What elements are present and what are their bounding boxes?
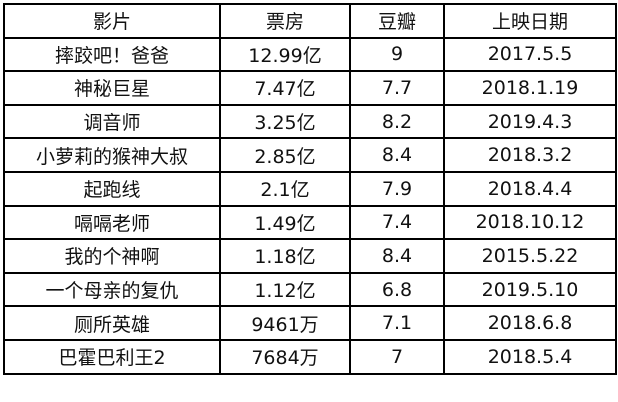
film-cell: 一个母亲的复仇 [3,271,221,308]
release-date-cell: 2018.5.4 [443,338,617,375]
header-release-date: 上映日期 [443,3,617,39]
table-row: 调音师 3.25亿 8.2 2019.4.3 [3,103,617,140]
film-cell: 嗝嗝老师 [3,204,221,241]
header-box-office: 票房 [219,3,351,39]
table-row: 巴霍巴利王2 7684万 7 2018.5.4 [3,338,617,375]
table-row: 神秘巨星 7.47亿 7.7 2018.1.19 [3,70,617,106]
film-cell: 厕所英雄 [3,305,221,341]
douban-cell: 9 [349,36,445,73]
film-cell: 摔跤吧！爸爸 [3,36,221,73]
box-office-cell: 1.18亿 [219,238,351,274]
film-cell: 我的个神啊 [3,238,221,274]
douban-cell: 7.7 [349,70,445,106]
release-date-cell: 2018.1.19 [443,70,617,106]
box-office-cell: 1.49亿 [219,204,351,241]
release-date-cell: 2018.10.12 [443,204,617,241]
film-cell: 小萝莉的猴神大叔 [3,137,221,173]
douban-cell: 6.8 [349,271,445,308]
douban-cell: 7 [349,338,445,375]
release-date-cell: 2019.4.3 [443,103,617,140]
header-film: 影片 [3,3,221,39]
douban-cell: 8.2 [349,103,445,140]
release-date-cell: 2018.4.4 [443,170,617,207]
box-office-cell: 2.1亿 [219,170,351,207]
header-row: 影片 票房 豆瓣 上映日期 [3,3,617,39]
douban-cell: 7.4 [349,204,445,241]
film-cell: 起跑线 [3,170,221,207]
release-date-cell: 2015.5.22 [443,238,617,274]
box-office-cell: 1.12亿 [219,271,351,308]
table-row: 小萝莉的猴神大叔 2.85亿 8.4 2018.3.2 [3,137,617,173]
douban-cell: 8.4 [349,137,445,173]
box-office-cell: 7.47亿 [219,70,351,106]
table-row: 我的个神啊 1.18亿 8.4 2015.5.22 [3,238,617,274]
box-office-cell: 3.25亿 [219,103,351,140]
header-douban: 豆瓣 [349,3,445,39]
box-office-cell: 9461万 [219,305,351,341]
film-cell: 调音师 [3,103,221,140]
table-row: 摔跤吧！爸爸 12.99亿 9 2017.5.5 [3,36,617,73]
release-date-cell: 2017.5.5 [443,36,617,73]
film-cell: 巴霍巴利王2 [3,338,221,375]
table-row: 起跑线 2.1亿 7.9 2018.4.4 [3,170,617,207]
table-row: 嗝嗝老师 1.49亿 7.4 2018.10.12 [3,204,617,241]
release-date-cell: 2019.5.10 [443,271,617,308]
box-office-cell: 2.85亿 [219,137,351,173]
movie-table: 影片 票房 豆瓣 上映日期 摔跤吧！爸爸 12.99亿 9 2017.5.5 神秘巨星 7… [3,3,617,375]
table-row: 厕所英雄 9461万 7.1 2018.6.8 [3,305,617,341]
release-date-cell: 2018.3.2 [443,137,617,173]
douban-cell: 7.1 [349,305,445,341]
box-office-cell: 7684万 [219,338,351,375]
douban-cell: 7.9 [349,170,445,207]
film-cell: 神秘巨星 [3,70,221,106]
box-office-cell: 12.99亿 [219,36,351,73]
table-row: 一个母亲的复仇 1.12亿 6.8 2019.5.10 [3,271,617,308]
douban-cell: 8.4 [349,238,445,274]
release-date-cell: 2018.6.8 [443,305,617,341]
